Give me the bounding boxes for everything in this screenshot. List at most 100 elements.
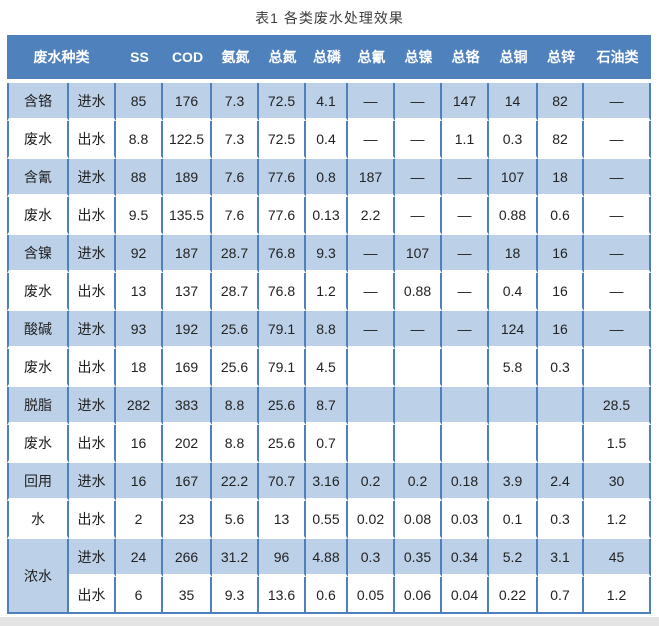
row-type-cell: 废水	[7, 273, 69, 311]
value-cell: 72.5	[259, 121, 306, 159]
value-cell: 0.88	[395, 273, 442, 311]
flow-cell: 出水	[69, 197, 116, 235]
value-cell: 1.2	[306, 273, 348, 311]
value-cell	[395, 425, 442, 463]
value-cell: 0.3	[489, 121, 538, 159]
value-cell: 1.2	[584, 501, 651, 539]
value-cell: 0.8	[306, 159, 348, 197]
value-cell: 22.2	[212, 463, 259, 501]
table-row: 含氰 进水 88 189 7.6 77.6 0.8 187 — — 107 18…	[7, 159, 651, 197]
value-cell: —	[348, 273, 395, 311]
value-cell: 1.5	[584, 425, 651, 463]
value-cell: —	[442, 197, 489, 235]
table-row: 废水 出水 13 137 28.7 76.8 1.2 — 0.88 — 0.4 …	[7, 273, 651, 311]
value-cell: —	[442, 311, 489, 349]
flow-cell: 进水	[69, 159, 116, 197]
value-cell: 137	[163, 273, 212, 311]
value-cell: 5.2	[489, 539, 538, 577]
value-cell	[442, 387, 489, 425]
value-cell: 0.35	[395, 539, 442, 577]
value-cell: 85	[116, 83, 163, 121]
table-row: 废水 出水 9.5 135.5 7.6 77.6 0.13 2.2 — — 0.…	[7, 197, 651, 235]
flow-cell: 进水	[69, 539, 116, 577]
value-cell: 3.1	[538, 539, 584, 577]
value-cell: 31.2	[212, 539, 259, 577]
value-cell: 176	[163, 83, 212, 121]
value-cell: 7.6	[212, 197, 259, 235]
column-header-tzn: 总锌	[538, 35, 584, 83]
value-cell	[489, 387, 538, 425]
value-cell: 383	[163, 387, 212, 425]
value-cell: 107	[489, 159, 538, 197]
value-cell: 8.7	[306, 387, 348, 425]
column-header-nh3n: 氨氮	[212, 35, 259, 83]
value-cell: —	[395, 83, 442, 121]
value-cell: 0.3	[348, 539, 395, 577]
value-cell: 23	[163, 501, 212, 539]
value-cell: 28.7	[212, 235, 259, 273]
value-cell: 16	[116, 425, 163, 463]
value-cell	[348, 387, 395, 425]
value-cell: —	[395, 121, 442, 159]
value-cell	[395, 349, 442, 387]
table-row: 浓水 进水 24 266 31.2 96 4.88 0.3 0.35 0.34 …	[7, 539, 651, 614]
value-cell: 79.1	[259, 311, 306, 349]
row-type-cell: 废水	[7, 121, 69, 159]
value-cell	[442, 425, 489, 463]
value-cell: —	[584, 197, 651, 235]
flow-cell: 出水	[69, 349, 116, 387]
column-header-type: 废水种类	[7, 35, 116, 83]
row-type-cell: 水	[7, 501, 69, 539]
column-header-tni: 总镍	[395, 35, 442, 83]
value-cell: 0.04	[442, 577, 489, 614]
value-cell: —	[584, 273, 651, 311]
value-cell: 0.7	[306, 425, 348, 463]
column-header-tn: 总氮	[259, 35, 306, 83]
value-cell: 9.3	[306, 235, 348, 273]
value-cell: 167	[163, 463, 212, 501]
value-cell: 0.34	[442, 539, 489, 577]
table-row: 出水 6 35 9.3 13.6 0.6 0.05 0.06 0.04 0.22…	[7, 577, 651, 614]
flow-cell: 出水	[69, 121, 116, 159]
value-cell: 24	[116, 539, 163, 577]
header-row: 废水种类 SS COD 氨氮 总氮 总磷 总氰 总镍 总铬 总铜 总锌 石油类	[7, 35, 651, 83]
value-cell: 3.16	[306, 463, 348, 501]
value-cell: —	[395, 197, 442, 235]
row-type-cell-merged: 浓水	[7, 539, 69, 614]
column-header-oil: 石油类	[584, 35, 651, 83]
row-type-cell: 含氰	[7, 159, 69, 197]
value-cell: 25.6	[212, 311, 259, 349]
value-cell: 13	[259, 501, 306, 539]
value-cell: 147	[442, 83, 489, 121]
value-cell: 88	[116, 159, 163, 197]
value-cell: 187	[163, 235, 212, 273]
value-cell	[348, 425, 395, 463]
value-cell: 35	[163, 577, 212, 614]
table-row: 废水 出水 16 202 8.8 25.6 0.7 1.5	[7, 425, 651, 463]
value-cell: 30	[584, 463, 651, 501]
value-cell: 122.5	[163, 121, 212, 159]
value-cell: 187	[348, 159, 395, 197]
value-cell: 0.7	[538, 577, 584, 614]
value-cell: 0.4	[489, 273, 538, 311]
value-cell	[395, 387, 442, 425]
value-cell: 70.7	[259, 463, 306, 501]
column-header-tcr: 总铬	[442, 35, 489, 83]
value-cell: 0.6	[538, 197, 584, 235]
flow-cell: 进水	[69, 83, 116, 121]
value-cell: 25.6	[259, 387, 306, 425]
value-cell: 0.3	[538, 349, 584, 387]
table-row: 水 出水 2 23 5.6 13 0.55 0.02 0.08 0.03 0.1…	[7, 501, 651, 539]
value-cell: 8.8	[306, 311, 348, 349]
value-cell: 8.8	[212, 425, 259, 463]
value-cell: 1.1	[442, 121, 489, 159]
value-cell: 72.5	[259, 83, 306, 121]
column-header-tp: 总磷	[306, 35, 348, 83]
value-cell: —	[348, 311, 395, 349]
value-cell: 4.5	[306, 349, 348, 387]
value-cell: 0.3	[538, 501, 584, 539]
value-cell: 282	[116, 387, 163, 425]
value-cell: 77.6	[259, 159, 306, 197]
value-cell	[538, 387, 584, 425]
